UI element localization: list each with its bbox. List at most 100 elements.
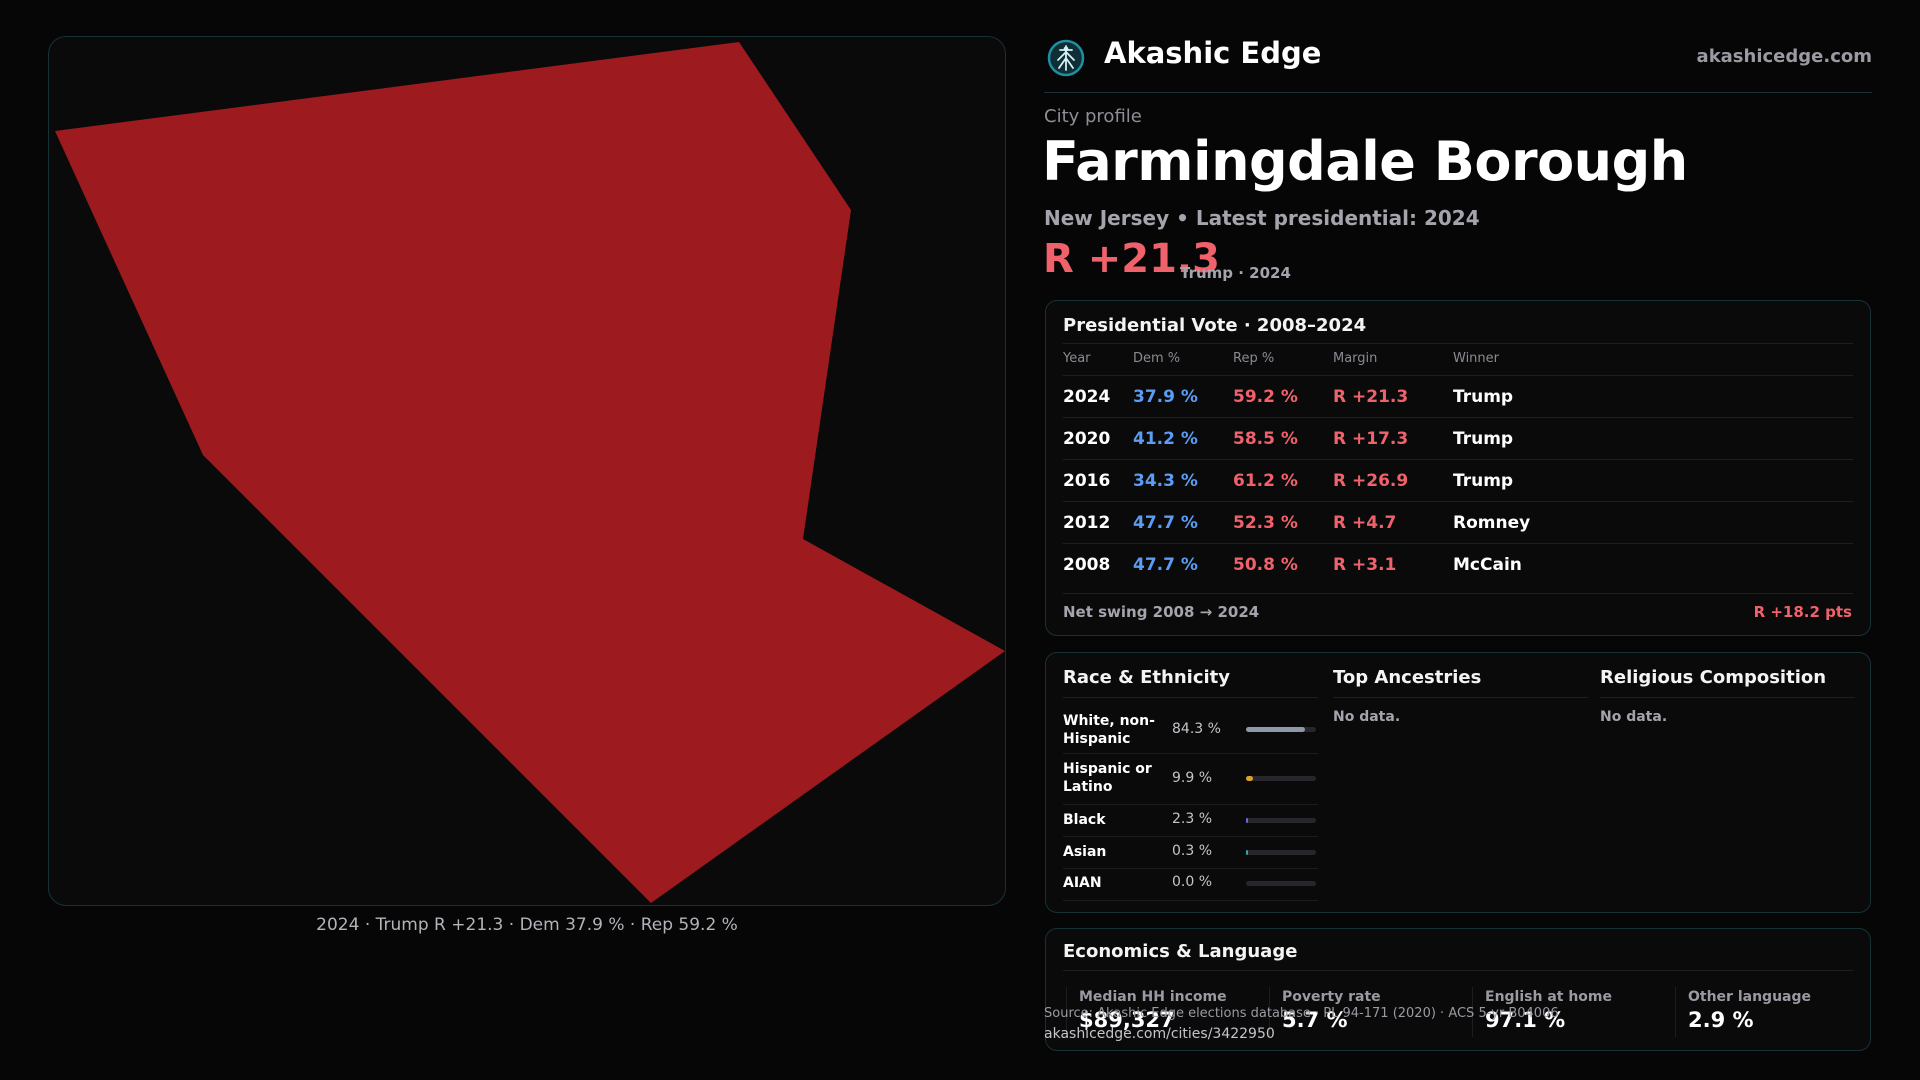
table-row[interactable]: 2008 47.7 % 50.8 % R +3.1 McCain <box>1063 543 1853 586</box>
row-dem: 37.9 % <box>1133 387 1198 407</box>
row-winner: Trump <box>1453 429 1514 449</box>
row-margin: R +4.7 <box>1333 513 1397 533</box>
col-header-winner: Winner <box>1453 351 1500 366</box>
race-bar-track <box>1246 881 1316 886</box>
city-boundary-shape[interactable] <box>55 42 1005 903</box>
divider <box>1063 697 1318 698</box>
brand-url-link[interactable]: akashicedge.com <box>1696 46 1872 67</box>
race-label: White, non-Hispanic <box>1063 713 1155 747</box>
presidential-vote-title: Presidential Vote · 2008–2024 <box>1063 315 1367 336</box>
net-swing-label: Net swing 2008 → 2024 <box>1063 603 1260 621</box>
economics-card: Economics & Language Median HH income $8… <box>1045 928 1871 1051</box>
row-rep: 52.3 % <box>1233 513 1298 533</box>
list-item: AIAN 0.0 % <box>1063 869 1318 901</box>
col-header-dem: Dem % <box>1133 351 1181 366</box>
row-winner: McCain <box>1453 555 1522 575</box>
row-dem: 47.7 % <box>1133 555 1198 575</box>
stat-value: 97.1 % <box>1485 1008 1566 1032</box>
row-year: 2008 <box>1063 555 1111 575</box>
race-pct: 9.9 % <box>1172 770 1213 786</box>
brand-name[interactable]: Akashic Edge <box>1104 36 1322 70</box>
stat-value: 2.9 % <box>1688 1008 1754 1032</box>
source-citation: Source: Akashic Edge elections database … <box>1044 1006 1559 1021</box>
row-year: 2024 <box>1063 387 1111 407</box>
row-rep: 58.5 % <box>1233 429 1298 449</box>
row-margin: R +26.9 <box>1333 471 1409 491</box>
race-pct: 84.3 % <box>1172 721 1221 737</box>
row-margin: R +17.3 <box>1333 429 1409 449</box>
row-dem: 41.2 % <box>1133 429 1198 449</box>
divider <box>1063 970 1853 971</box>
race-bar-fill <box>1246 727 1305 732</box>
race-pct: 2.3 % <box>1172 811 1213 827</box>
list-item: Asian 0.3 % <box>1063 837 1318 869</box>
race-bar-fill <box>1246 818 1248 823</box>
race-label: Hispanic or Latino <box>1063 761 1152 795</box>
divider <box>1063 343 1853 344</box>
row-year: 2016 <box>1063 471 1111 491</box>
stat-value: $89,327 <box>1079 1008 1175 1032</box>
net-swing-value: R +18.2 pts <box>1753 603 1852 621</box>
table-row[interactable]: 2024 37.9 % 59.2 % R +21.3 Trump <box>1063 375 1853 418</box>
economics-title: Economics & Language <box>1063 941 1298 962</box>
presidential-vote-card: Presidential Vote · 2008–2024 Year Dem %… <box>1045 300 1871 636</box>
latest-margin: R +21.3 <box>1043 236 1220 282</box>
row-rep: 50.8 % <box>1233 555 1298 575</box>
row-year: 2012 <box>1063 513 1111 533</box>
race-pct: 0.0 % <box>1172 874 1213 890</box>
page-title: Farmingdale Borough <box>1042 130 1688 193</box>
map-caption: 2024 · Trump R +21.3 · Dem 37.9 % · Rep … <box>316 915 738 935</box>
stat-label: Other language <box>1688 989 1811 1005</box>
divider <box>1269 987 1270 1037</box>
row-winner: Trump <box>1453 387 1514 407</box>
map-panel[interactable] <box>48 36 1006 906</box>
list-item: Black 2.3 % <box>1063 805 1318 837</box>
race-bar-fill <box>1246 776 1253 781</box>
race-bar-track <box>1246 727 1316 732</box>
demographics-card: Race & Ethnicity White, non-Hispanic 84.… <box>1045 652 1871 913</box>
row-dem: 47.7 % <box>1133 513 1198 533</box>
table-row[interactable]: 2012 47.7 % 52.3 % R +4.7 Romney <box>1063 501 1853 544</box>
row-winner: Trump <box>1453 471 1514 491</box>
row-rep: 59.2 % <box>1233 387 1298 407</box>
stat-label: English at home <box>1485 989 1613 1005</box>
ancestries-empty-text: No data. <box>1333 709 1401 725</box>
row-dem: 34.3 % <box>1133 471 1198 491</box>
stat-value: 5.7 % <box>1282 1008 1348 1032</box>
table-row[interactable]: 2016 34.3 % 61.2 % R +26.9 Trump <box>1063 459 1853 502</box>
row-winner: Romney <box>1453 513 1531 533</box>
divider <box>1333 697 1588 698</box>
col-header-year: Year <box>1063 351 1091 366</box>
divider <box>1063 593 1853 594</box>
divider <box>1066 987 1067 1037</box>
header-divider <box>1044 92 1872 93</box>
source-url-link[interactable]: akashicedge.com/cities/3422950 <box>1044 1026 1275 1042</box>
race-bar-track <box>1246 850 1316 855</box>
row-margin: R +3.1 <box>1333 555 1397 575</box>
stat-label: Median HH income <box>1079 989 1227 1005</box>
race-bar-track <box>1246 818 1316 823</box>
divider <box>1675 987 1676 1037</box>
religion-empty-text: No data. <box>1600 709 1668 725</box>
race-label: AIAN <box>1063 875 1102 891</box>
race-label: Black <box>1063 812 1106 828</box>
brand-logo-icon[interactable] <box>1046 38 1086 78</box>
race-label: Asian <box>1063 844 1107 860</box>
religion-title: Religious Composition <box>1600 667 1827 688</box>
ancestries-title: Top Ancestries <box>1333 667 1482 688</box>
page-subtitle: New Jersey • Latest presidential: 2024 <box>1044 206 1480 230</box>
race-bar-fill <box>1246 850 1248 855</box>
row-year: 2020 <box>1063 429 1111 449</box>
col-header-rep: Rep % <box>1233 351 1275 366</box>
race-pct: 0.3 % <box>1172 843 1213 859</box>
list-item: White, non-Hispanic 84.3 % <box>1063 707 1318 754</box>
profile-eyebrow: City profile <box>1044 106 1142 127</box>
row-margin: R +21.3 <box>1333 387 1409 407</box>
divider <box>1600 697 1855 698</box>
map-svg[interactable] <box>49 37 1006 906</box>
latest-margin-note: Trump · 2024 <box>1180 264 1291 282</box>
col-header-margin: Margin <box>1333 351 1378 366</box>
race-ethnicity-title: Race & Ethnicity <box>1063 667 1230 688</box>
row-rep: 61.2 % <box>1233 471 1298 491</box>
table-row[interactable]: 2020 41.2 % 58.5 % R +17.3 Trump <box>1063 417 1853 460</box>
